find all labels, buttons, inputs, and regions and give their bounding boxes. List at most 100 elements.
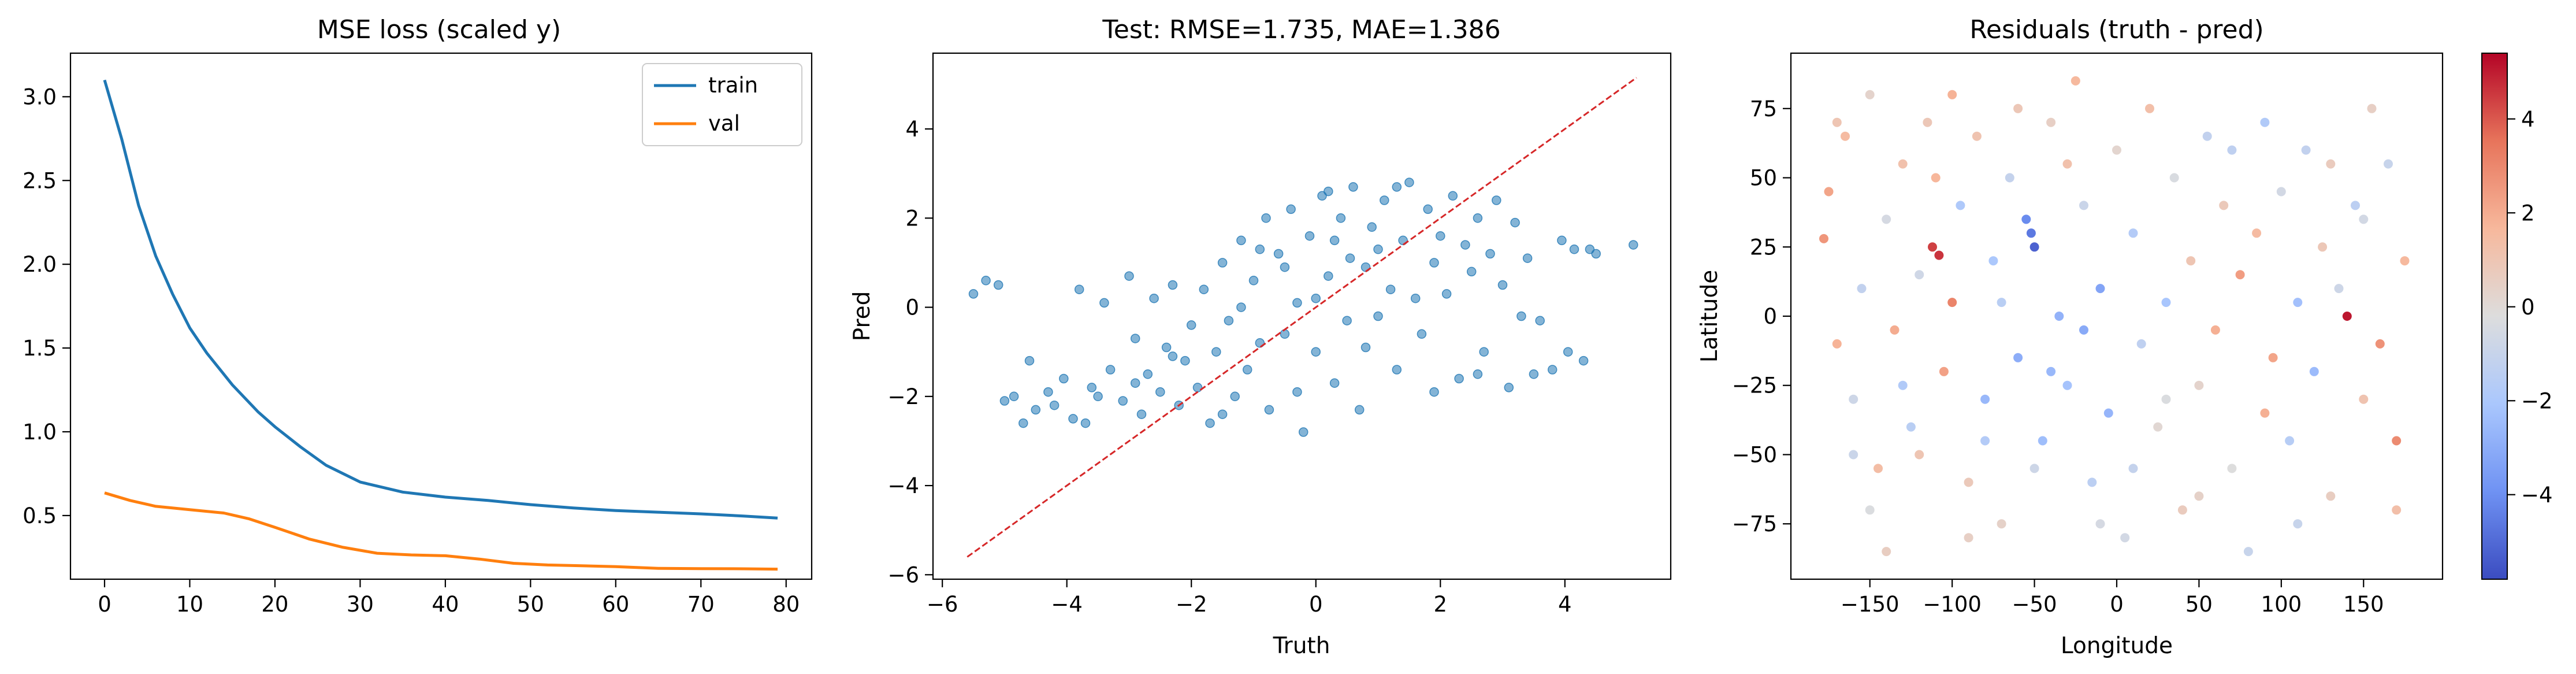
loss-line-train xyxy=(103,79,778,520)
residual-point xyxy=(2112,145,2121,155)
loss-legend: train val xyxy=(642,63,802,146)
scatter-point xyxy=(1124,271,1134,281)
prediction-scatter-panel: Test: RMSE=1.735, MAE=1.386 −6 −4 −2 0 2 4 −6 −… xyxy=(849,15,1672,659)
residual-point xyxy=(2309,366,2319,376)
scatter-point xyxy=(1324,186,1333,197)
residual-point xyxy=(1849,394,1858,404)
residual-point xyxy=(2276,187,2286,197)
scatter-point xyxy=(1018,418,1028,428)
scatter-point xyxy=(1578,355,1589,366)
scatter-point xyxy=(1522,253,1533,263)
scatter-point xyxy=(1423,204,1433,214)
scatter-point xyxy=(1367,222,1377,232)
residual-point xyxy=(2062,380,2072,390)
loss-line-val xyxy=(104,491,778,571)
scatter-point xyxy=(1473,213,1483,223)
residual-point xyxy=(2268,353,2278,362)
scatter-point xyxy=(1304,231,1315,241)
scatter-xtick-label: 0 xyxy=(1309,592,1323,617)
scatter-point xyxy=(1130,334,1140,343)
scatter-point xyxy=(1099,298,1109,308)
residual-point xyxy=(2367,103,2377,113)
scatter-point xyxy=(1329,378,1340,388)
scatter-point xyxy=(1136,409,1147,419)
scatter-point xyxy=(1535,316,1545,325)
scatter-ytick-label: 2 xyxy=(905,206,919,231)
loss-ytick-label: 1.5 xyxy=(23,336,57,361)
residual-point xyxy=(1956,201,1965,210)
scatter-point xyxy=(1373,311,1383,321)
residual-point xyxy=(2005,173,2014,183)
residual-point xyxy=(1882,547,1891,557)
residual-point xyxy=(2186,256,2196,266)
scatter-point xyxy=(1168,351,1178,361)
scatter-point xyxy=(1180,355,1190,366)
scatter-point xyxy=(1186,320,1196,330)
scatter-point xyxy=(993,280,1003,290)
residual-point xyxy=(2351,201,2360,210)
colorbar-tick-label: 4 xyxy=(2521,107,2535,132)
scatter-point xyxy=(1217,258,1228,268)
residual-point xyxy=(2145,103,2154,113)
residual-point xyxy=(2400,256,2410,266)
loss-xtick-label: 70 xyxy=(687,592,715,617)
colorbar xyxy=(2481,53,2508,580)
scatter-point xyxy=(1629,240,1638,250)
residuals-xtick-label: −150 xyxy=(1841,592,1900,617)
residuals-title: Residuals (truth - pred) xyxy=(1969,15,2263,45)
scatter-point xyxy=(1336,213,1346,223)
residual-point xyxy=(1997,298,2006,308)
scatter-xlabel: Truth xyxy=(1273,633,1330,659)
scatter-point xyxy=(1230,391,1240,402)
residual-point xyxy=(1980,436,1990,446)
residual-point xyxy=(1928,242,1937,252)
scatter-point xyxy=(1392,365,1402,375)
residual-point xyxy=(2029,464,2039,473)
residual-point xyxy=(1931,173,1941,183)
scatter-ytick-label: −6 xyxy=(887,562,919,587)
scatter-point xyxy=(1410,293,1421,303)
loss-ytick-label: 3.0 xyxy=(23,84,57,109)
scatter-point xyxy=(1236,302,1246,312)
residual-point xyxy=(2177,505,2187,515)
residual-point xyxy=(1972,131,1982,141)
scatter-point xyxy=(981,276,991,286)
residual-point xyxy=(2219,201,2229,210)
scatter-point xyxy=(1080,418,1091,428)
residuals-map-panel: Residuals (truth - pred) −150 −100 −50 0 50 1… xyxy=(1697,15,2553,659)
scatter-point xyxy=(1118,396,1128,406)
loss-ytick-label: 2.5 xyxy=(23,168,57,193)
residual-point xyxy=(2392,436,2402,446)
scatter-ylabel: Pred xyxy=(849,291,875,342)
residual-point xyxy=(2095,284,2105,294)
residuals-ytick-label: −25 xyxy=(1732,373,1777,398)
residual-point xyxy=(2071,76,2080,86)
residual-point xyxy=(1898,380,1908,390)
scatter-point xyxy=(1492,195,1501,205)
colorbar-tick-label: −4 xyxy=(2521,483,2553,508)
scatter-point xyxy=(1242,365,1252,375)
scatter-ytick-label: −4 xyxy=(887,473,919,498)
residual-point xyxy=(2243,547,2253,557)
legend-label-val: val xyxy=(708,111,740,136)
residual-point xyxy=(2046,117,2056,127)
residual-point xyxy=(1882,214,1891,224)
colorbar-tick-label: 2 xyxy=(2521,201,2535,225)
scatter-point xyxy=(1059,373,1069,384)
residual-point xyxy=(1898,159,1908,169)
residual-point xyxy=(2301,145,2311,155)
residual-point xyxy=(1980,394,1990,404)
scatter-point xyxy=(1311,293,1321,303)
scatter-plot-frame xyxy=(932,52,1672,580)
scatter-point xyxy=(1009,391,1019,402)
residual-point xyxy=(2013,353,2023,362)
residuals-xtick-label: 100 xyxy=(2261,592,2302,617)
scatter-point xyxy=(1049,400,1060,410)
scatter-point xyxy=(1448,191,1458,201)
residuals-ytick-label: 75 xyxy=(1750,97,1777,121)
scatter-point xyxy=(1354,405,1365,415)
residual-point xyxy=(2252,228,2262,238)
residual-point xyxy=(2136,339,2146,349)
scatter-point xyxy=(1454,373,1464,384)
